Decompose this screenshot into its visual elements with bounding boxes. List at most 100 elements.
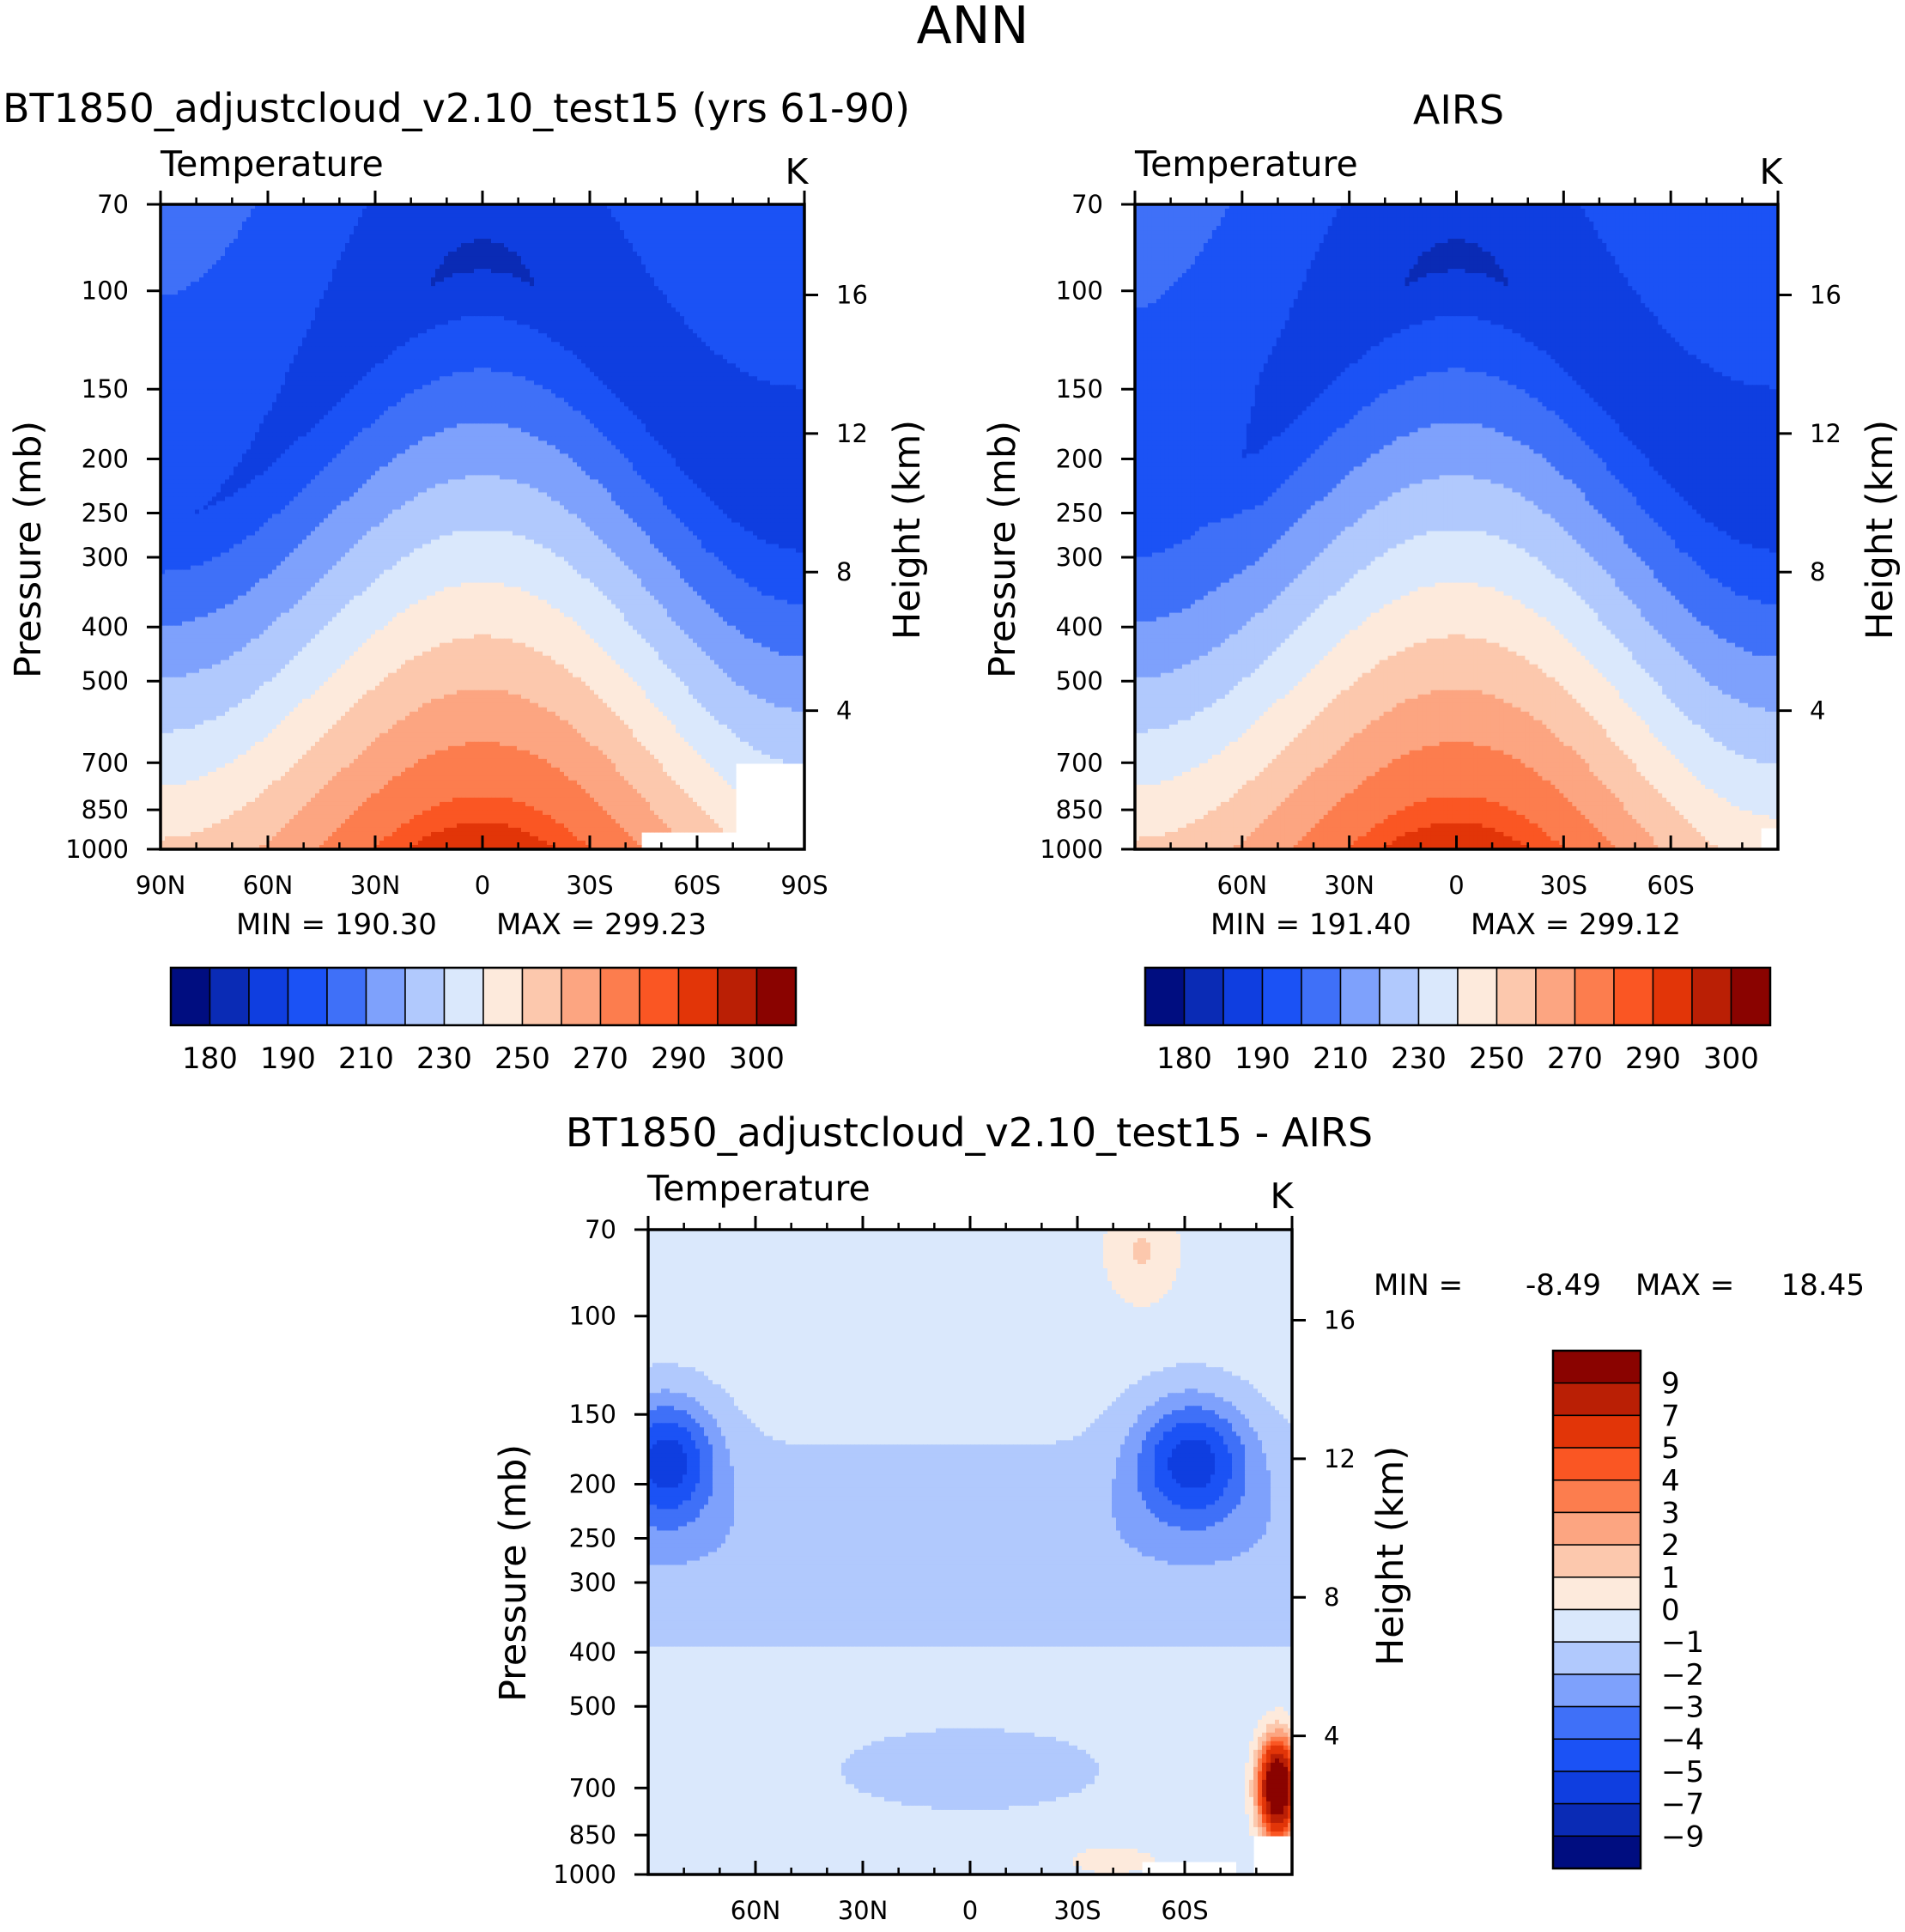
field-cell xyxy=(495,213,501,218)
field-cell xyxy=(354,209,359,214)
field-cell xyxy=(719,213,724,218)
field-cell xyxy=(203,213,209,218)
field-cell xyxy=(410,217,415,222)
field-cell xyxy=(195,217,200,222)
field-cell xyxy=(173,213,179,218)
field-cell xyxy=(349,213,355,218)
field-cell xyxy=(242,222,247,227)
field-cell xyxy=(298,213,303,218)
field-cell xyxy=(251,222,256,227)
field-cell xyxy=(319,217,325,222)
field-cell xyxy=(753,209,758,214)
field-cell xyxy=(298,209,303,214)
field-cell xyxy=(337,209,342,214)
field-cell xyxy=(689,217,694,222)
field-cell xyxy=(598,217,604,222)
field-cell xyxy=(641,209,646,214)
field-cell xyxy=(401,213,406,218)
field-cell xyxy=(740,217,745,222)
field-cell xyxy=(667,209,672,214)
field-cell xyxy=(225,209,230,214)
field-cell xyxy=(212,217,217,222)
field-cell xyxy=(319,222,325,227)
field-cell xyxy=(440,209,445,214)
field-cell xyxy=(285,213,290,218)
field-cell xyxy=(521,213,526,218)
field-cell xyxy=(658,209,664,214)
field-cell xyxy=(251,217,256,222)
field-cell xyxy=(504,213,509,218)
field-cell xyxy=(710,213,715,218)
field-cell xyxy=(422,213,428,218)
field-cell xyxy=(478,209,483,214)
field-cell xyxy=(315,222,320,227)
field-cell xyxy=(714,213,719,218)
field-cell xyxy=(272,222,277,227)
field-cell xyxy=(521,217,526,222)
field-cell xyxy=(770,217,775,222)
field-cell xyxy=(246,217,252,222)
field-cell xyxy=(667,217,672,222)
field-cell xyxy=(573,209,578,214)
field-cell xyxy=(650,213,655,218)
field-cell xyxy=(182,222,187,227)
field-cell xyxy=(770,209,775,214)
field-cell xyxy=(500,213,505,218)
field-cell xyxy=(792,209,797,214)
field-cell xyxy=(607,213,612,218)
model-temperature-field xyxy=(161,204,805,850)
field-cell xyxy=(264,217,269,222)
field-cell xyxy=(676,209,681,214)
field-cell xyxy=(611,217,616,222)
model-units-label: K xyxy=(786,151,810,192)
field-cell xyxy=(302,209,307,214)
field-cell xyxy=(410,213,415,218)
field-cell xyxy=(757,209,762,214)
field-cell xyxy=(427,217,432,222)
field-cell xyxy=(375,213,380,218)
field-cell xyxy=(388,213,393,218)
field-cell xyxy=(581,209,586,214)
field-cell xyxy=(547,213,552,218)
field-cell xyxy=(178,217,183,222)
field-cell xyxy=(538,217,543,222)
field-cell xyxy=(186,222,191,227)
field-cell xyxy=(225,217,230,222)
field-cell xyxy=(294,209,299,214)
field-cell xyxy=(242,213,247,218)
field-cell xyxy=(710,217,715,222)
field-cell xyxy=(444,209,449,214)
field-cell xyxy=(749,209,754,214)
field-cell xyxy=(633,217,638,222)
field-cell xyxy=(495,217,501,222)
field-cell xyxy=(564,213,569,218)
field-cell xyxy=(199,209,204,214)
field-cell xyxy=(379,213,385,218)
field-cell xyxy=(461,217,466,222)
field-cell xyxy=(598,213,604,218)
field-cell xyxy=(658,213,664,218)
field-cell xyxy=(736,217,741,222)
field-cell xyxy=(766,213,771,218)
field-cell xyxy=(543,213,548,218)
field-cell xyxy=(229,209,234,214)
field-cell xyxy=(165,217,170,222)
field-cell xyxy=(246,222,252,227)
field-cell xyxy=(259,213,264,218)
field-cell xyxy=(671,213,676,218)
field-cell xyxy=(603,213,608,218)
field-cell xyxy=(212,222,217,227)
field-cell xyxy=(276,217,282,222)
field-cell xyxy=(289,213,294,218)
field-cell xyxy=(616,209,621,214)
field-cell xyxy=(684,209,689,214)
field-cell xyxy=(457,217,462,222)
field-cell xyxy=(697,217,702,222)
field-cell xyxy=(543,217,548,222)
field-cell xyxy=(371,209,376,214)
field-cell xyxy=(255,217,260,222)
field-cell xyxy=(500,209,505,214)
field-cell xyxy=(414,213,419,218)
field-cell xyxy=(268,222,273,227)
field-cell xyxy=(268,209,273,214)
